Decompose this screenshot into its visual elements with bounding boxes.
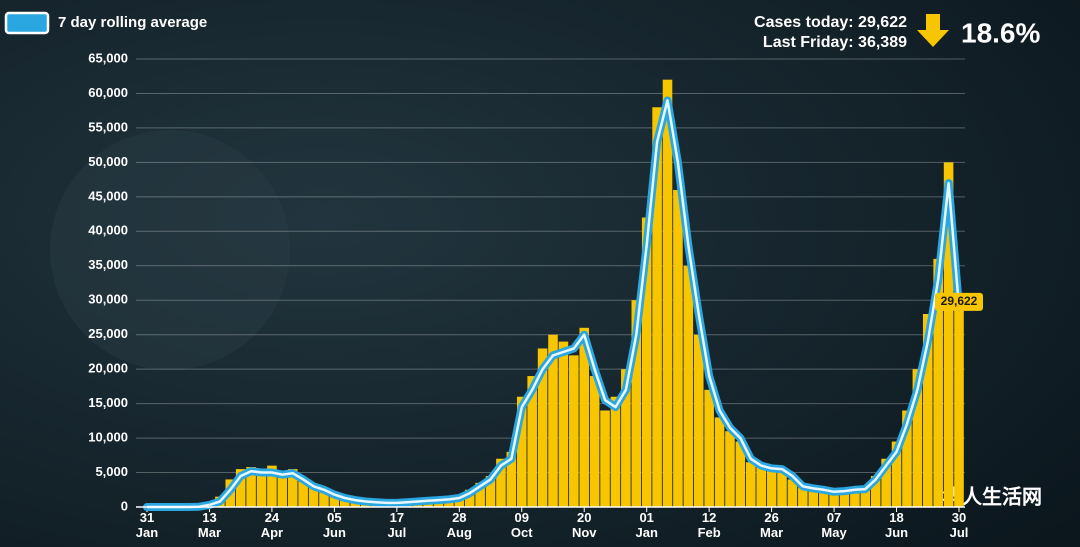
bar [860,487,871,507]
bar [475,482,485,507]
bar [641,217,652,507]
virus-graphic [50,130,290,370]
x-tick-label: 31 Jan [136,510,158,540]
legend-label: 7 day rolling average [58,14,207,31]
bar [829,492,839,507]
bar [548,334,558,507]
bar [839,490,850,507]
x-tick-label: 26 Mar [760,510,783,540]
bar [798,487,808,507]
end-label-bg [935,292,983,311]
bar [569,355,579,507]
bar [308,487,319,507]
bar [496,458,506,507]
bar [516,396,527,507]
y-tick-label: 15,000 [88,395,128,410]
bar [881,458,891,507]
y-tick-label: 55,000 [88,119,128,134]
end-label: 29,622 [941,294,978,308]
bar [725,431,735,507]
bar [902,410,912,507]
y-tick-label: 40,000 [88,223,128,238]
bar [922,314,933,507]
y-tick-label: 60,000 [88,85,128,100]
legend-swatch [4,11,50,35]
x-tick-label: 05 Jun [323,510,346,540]
y-tick-label: 5,000 [95,464,128,479]
last-friday: Last Friday: 36,389 [763,34,907,51]
bar [954,302,964,507]
x-tick-label: 24 Apr [261,510,283,540]
bar [277,473,288,507]
bar [850,489,860,507]
bar [319,491,329,507]
y-tick-label: 10,000 [88,430,128,445]
bar [662,79,673,507]
bar [485,475,496,507]
bar [537,348,548,507]
bar [693,334,704,507]
bar [652,107,662,507]
bar [704,389,714,507]
bar [464,489,475,507]
x-tick-label: 17 Jul [387,510,406,540]
x-tick-label: 28 Aug [447,510,472,540]
bar [256,471,267,507]
y-tick-label: 65,000 [88,50,128,65]
bar [298,480,308,507]
bar [912,369,923,507]
x-tick-label: 18 Jun [885,510,908,540]
line [147,99,961,509]
bar [600,410,610,507]
x-tick-label: 01 Jan [635,510,657,540]
change: 18.6% [961,17,1040,48]
bar [267,465,277,507]
x-tick-label: 12 Feb [698,510,721,540]
y-tick-label: 50,000 [88,154,128,169]
down-arrow [917,14,949,47]
x-tick-label: 30 Jul [950,510,969,540]
bar [631,300,642,507]
bar [506,451,517,507]
x-tick-label: 07 May [821,510,847,540]
y-tick-label: 20,000 [88,361,128,376]
bar [246,467,256,507]
bar [683,265,694,507]
y-tick-label: 25,000 [88,326,128,341]
y-tick-label: 0 [121,498,128,513]
bar [787,479,798,507]
bar [746,462,756,507]
bar [714,417,725,507]
bar [870,475,881,507]
bar [610,396,621,507]
x-tick-label: 20 Nov [572,510,597,540]
bar [818,490,829,507]
bar [756,467,766,507]
bar [287,469,298,507]
bar [340,498,350,507]
cases-today: Cases today: 29,622 [754,14,907,31]
bar [329,495,340,507]
bar [808,489,819,507]
bar [579,327,590,507]
bar [766,469,777,507]
bar [933,258,943,507]
bar [589,376,600,507]
x-tick-label: 13 Mar [198,510,221,540]
bar [891,441,902,507]
bar [777,472,787,507]
x-tick-label: 09 Oct [511,510,533,540]
y-tick-label: 45,000 [88,188,128,203]
bar [558,341,569,507]
bar [235,469,246,507]
bar [621,369,631,507]
y-tick-label: 30,000 [88,292,128,307]
bar [943,162,954,507]
bar [527,376,537,507]
bar [735,441,746,507]
bar [673,189,683,507]
y-tick-label: 35,000 [88,257,128,272]
